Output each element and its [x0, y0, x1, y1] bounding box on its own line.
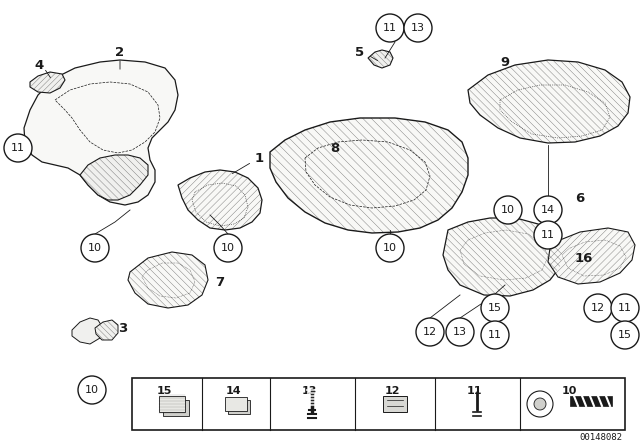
Polygon shape: [548, 228, 635, 284]
Circle shape: [416, 318, 444, 346]
Bar: [159, 396, 185, 412]
Polygon shape: [570, 396, 612, 406]
Circle shape: [81, 234, 109, 262]
Polygon shape: [72, 318, 103, 344]
Circle shape: [611, 321, 639, 349]
Circle shape: [494, 196, 522, 224]
Text: 11: 11: [488, 330, 502, 340]
Text: 1: 1: [255, 151, 264, 164]
Text: 13: 13: [453, 327, 467, 337]
Text: 12: 12: [591, 303, 605, 313]
Circle shape: [534, 221, 562, 249]
Polygon shape: [30, 72, 65, 93]
Text: 11: 11: [467, 386, 483, 396]
Circle shape: [611, 294, 639, 322]
Polygon shape: [468, 60, 630, 143]
Polygon shape: [95, 320, 118, 340]
Text: 15: 15: [618, 330, 632, 340]
Circle shape: [584, 294, 612, 322]
Bar: [228, 400, 250, 414]
Circle shape: [4, 134, 32, 162]
Text: 7: 7: [215, 276, 224, 289]
Text: 11: 11: [618, 303, 632, 313]
Bar: [163, 400, 189, 416]
Circle shape: [214, 234, 242, 262]
Text: 8: 8: [330, 142, 339, 155]
Circle shape: [481, 294, 509, 322]
Text: 11: 11: [383, 23, 397, 33]
Text: 15: 15: [157, 386, 172, 396]
Text: 10: 10: [562, 386, 577, 396]
Text: 10: 10: [383, 243, 397, 253]
Text: 10: 10: [85, 385, 99, 395]
Bar: [132, 378, 625, 430]
Bar: [383, 396, 407, 412]
Circle shape: [481, 321, 509, 349]
Polygon shape: [443, 218, 562, 296]
Bar: [225, 397, 247, 411]
Polygon shape: [178, 170, 262, 230]
Text: 10: 10: [88, 243, 102, 253]
Circle shape: [376, 234, 404, 262]
Circle shape: [534, 398, 546, 410]
Polygon shape: [270, 118, 468, 233]
Text: 6: 6: [575, 191, 584, 204]
Text: 2: 2: [115, 46, 124, 59]
Polygon shape: [24, 60, 178, 205]
Text: 14: 14: [541, 205, 555, 215]
Circle shape: [78, 376, 106, 404]
Text: 11: 11: [11, 143, 25, 153]
Text: 12: 12: [423, 327, 437, 337]
Text: 4: 4: [34, 59, 44, 72]
Circle shape: [534, 196, 562, 224]
Text: 10: 10: [501, 205, 515, 215]
Text: 15: 15: [488, 303, 502, 313]
Polygon shape: [128, 252, 208, 308]
Circle shape: [527, 391, 553, 417]
Circle shape: [404, 14, 432, 42]
Polygon shape: [80, 155, 148, 200]
Text: 13: 13: [302, 386, 317, 396]
Circle shape: [376, 14, 404, 42]
Text: 11: 11: [541, 230, 555, 240]
Text: 9: 9: [500, 56, 509, 69]
Text: 5: 5: [355, 46, 364, 59]
Polygon shape: [368, 50, 393, 68]
Text: 10: 10: [221, 243, 235, 253]
Text: 3: 3: [118, 322, 127, 335]
Text: 12: 12: [385, 386, 401, 396]
Text: 13: 13: [411, 23, 425, 33]
Circle shape: [446, 318, 474, 346]
Text: 16: 16: [575, 251, 593, 264]
Text: 00148082: 00148082: [579, 433, 622, 442]
Text: 14: 14: [226, 386, 242, 396]
